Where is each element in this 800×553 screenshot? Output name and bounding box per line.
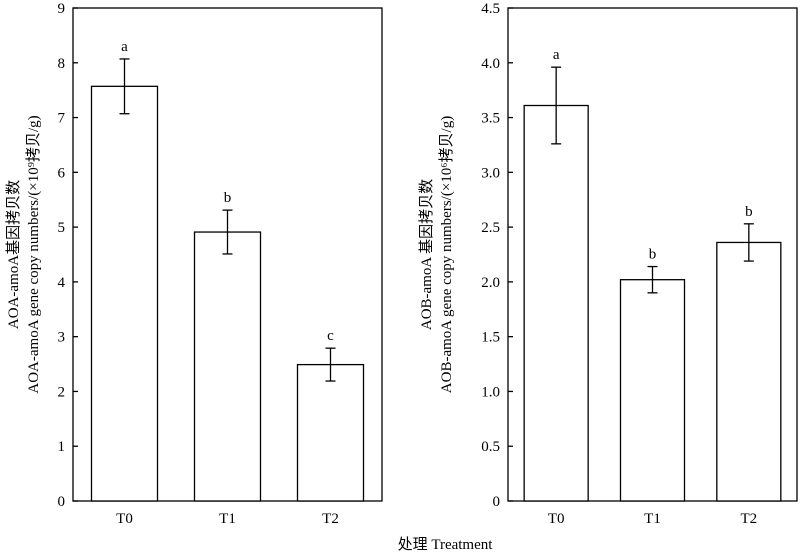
y-tick-label: 1.5 bbox=[481, 330, 500, 346]
x-tick-label: T0 bbox=[548, 511, 565, 527]
y-tick-label: 7 bbox=[58, 111, 66, 127]
y-tick-label: 6 bbox=[58, 165, 66, 181]
y-tick-label: 0.5 bbox=[481, 439, 500, 455]
chart-aob: 0 0.5 1.0 1.5 2.0 2.5 3.0 3.5 4.0 4.5 a T0 b T1 b T2 AOB… bbox=[418, 1, 798, 527]
y-axis-title-line1: AOB-amoA 基因拷贝数 bbox=[418, 179, 435, 330]
x-tick-label: T2 bbox=[322, 511, 339, 527]
y-tick-label: 5 bbox=[58, 220, 66, 236]
y-tick-label: 1.0 bbox=[481, 384, 500, 400]
y-tick-label: 3 bbox=[58, 330, 66, 346]
bar-t2 bbox=[296, 363, 365, 502]
y-tick-label: 2.5 bbox=[481, 220, 500, 236]
y-tick-label: 3.5 bbox=[481, 111, 500, 127]
x-tick-label: T0 bbox=[116, 511, 133, 527]
y-axis-title-line1: AOA-amoA基因拷贝数 bbox=[5, 180, 22, 329]
y-tick-label: 2.0 bbox=[481, 275, 500, 291]
y-tick-label: 4 bbox=[58, 275, 66, 291]
y-tick-label: 3.0 bbox=[481, 165, 500, 181]
y-tick-label: 2 bbox=[58, 384, 66, 400]
significance-label: b bbox=[649, 247, 657, 263]
y-axis-title-line2: AOA-amoA gene copy numbers/(×10⁹拷贝/g) bbox=[25, 115, 42, 393]
significance-label: c bbox=[327, 328, 334, 344]
chart-aoa: 0 1 2 3 4 5 6 7 8 9 a T0 b T1 c T2 AOA-amoA基因拷贝数 AOA-amoA… bbox=[5, 1, 383, 527]
bar-t1 bbox=[193, 231, 262, 502]
y-tick-label: 4.5 bbox=[481, 1, 500, 17]
x-tick-label: T2 bbox=[740, 511, 757, 527]
shared-x-axis-title: 处理 Treatment bbox=[398, 536, 494, 553]
y-tick-label: 0 bbox=[493, 494, 501, 510]
y-tick-label: 0 bbox=[58, 494, 66, 510]
bar-t2 bbox=[716, 241, 782, 502]
bar-t1 bbox=[619, 279, 686, 502]
significance-label: b bbox=[745, 204, 753, 220]
significance-label: b bbox=[224, 190, 232, 206]
significance-label: a bbox=[553, 47, 560, 63]
x-tick-label: T1 bbox=[644, 511, 661, 527]
y-tick-label: 8 bbox=[58, 56, 66, 72]
y-tick-label: 9 bbox=[58, 1, 66, 17]
y-tick-label: 4.0 bbox=[481, 56, 500, 72]
y-tick-label: 1 bbox=[58, 439, 66, 455]
significance-label: a bbox=[121, 39, 128, 55]
x-tick-label: T1 bbox=[219, 511, 236, 527]
bar-t0 bbox=[523, 104, 589, 502]
y-axis-title-line2: AOB-amoA gene copy numbers/(×10⁶拷贝/g) bbox=[438, 116, 455, 393]
bar-t0 bbox=[90, 85, 159, 502]
